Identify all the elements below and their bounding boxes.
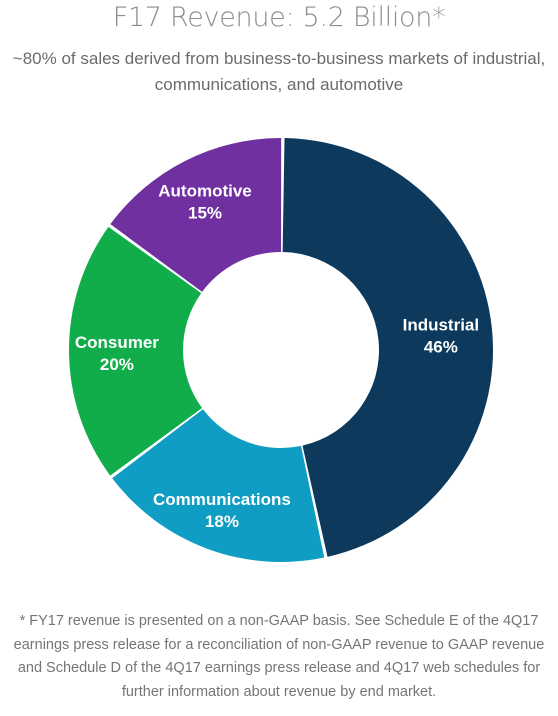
slice-value-automotive: 15% bbox=[188, 203, 222, 222]
slice-value-consumer: 20% bbox=[100, 355, 134, 374]
revenue-donut-chart: Industrial 46% Communications 18% Consumer 20… bbox=[68, 138, 494, 562]
slice-communications bbox=[112, 409, 325, 562]
slice-label-industrial: Industrial bbox=[403, 316, 480, 335]
slice-label-communications: Communications bbox=[153, 490, 291, 509]
slice-value-communications: 18% bbox=[205, 512, 239, 531]
slice-automotive bbox=[110, 138, 282, 292]
slice-industrial bbox=[282, 138, 494, 557]
slice-value-industrial: 46% bbox=[424, 338, 458, 357]
donut-slices bbox=[68, 138, 494, 562]
donut-labels: Industrial 46% Communications 18% Consumer 20… bbox=[75, 181, 479, 531]
slice-label-consumer: Consumer bbox=[75, 333, 159, 352]
slice-label-automotive: Automotive bbox=[158, 181, 252, 200]
chart-title: F17 Revenue: 5.2 Billion* bbox=[112, 2, 446, 33]
footnote: * FY17 revenue is presented on a non-GAA… bbox=[13, 613, 545, 700]
slice-consumer bbox=[68, 226, 203, 476]
chart-subtitle: ~80% of sales derived from business-to-b… bbox=[12, 49, 546, 94]
